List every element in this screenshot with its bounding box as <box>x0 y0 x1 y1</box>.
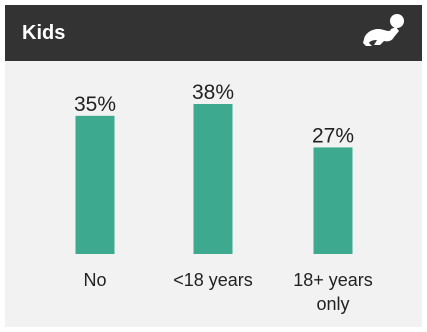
crawling-baby-icon <box>363 14 404 46</box>
category-label-3-line-2: only <box>316 294 349 314</box>
category-label-3-line-1: 18+ years <box>293 270 373 290</box>
bar-1 <box>75 115 115 254</box>
bar-chart: 35% No 38% <18 years 27% 18+ years only <box>74 81 373 314</box>
bar-2 <box>193 104 233 254</box>
kids-card: Kids 35% No 38% <18 years 27% 18+ years only <box>5 5 422 327</box>
card-title: Kids <box>22 22 66 44</box>
category-label-2: <18 years <box>173 270 253 290</box>
data-label-1: 35% <box>74 93 116 116</box>
card-header: Kids <box>5 5 422 61</box>
bar-3 <box>313 147 353 254</box>
data-label-2: 38% <box>192 81 234 104</box>
category-label-1: No <box>83 270 106 290</box>
data-label-3: 27% <box>312 124 354 147</box>
